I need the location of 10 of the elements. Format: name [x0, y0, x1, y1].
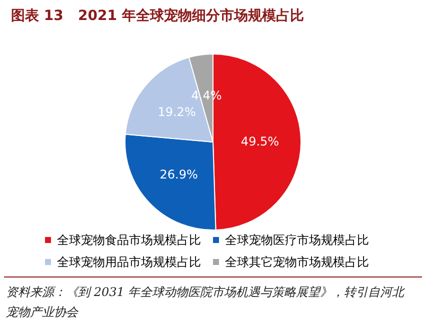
- legend-label: 全球宠物医疗市场规模占比: [225, 233, 369, 247]
- text: 资料来源：《到 2031 年全球动物医院市场机遇与策略展望》，转引自河北宠物产业协会: [6, 285, 406, 319]
- data-label: 26.9%: [160, 167, 198, 182]
- chart-title: 图表 13 2021 年全球宠物细分市场规模占比: [11, 7, 304, 24]
- legend-label: 全球其它宠物市场规模占比: [225, 255, 369, 269]
- data-label: 19.2%: [158, 105, 196, 120]
- legend-label: 全球宠物用品市场规模占比: [57, 255, 201, 269]
- data-label: 4.4%: [191, 88, 222, 102]
- legend-label: 全球宠物食品市场规模占比: [57, 233, 201, 247]
- data-label: 49.5%: [240, 134, 280, 148]
